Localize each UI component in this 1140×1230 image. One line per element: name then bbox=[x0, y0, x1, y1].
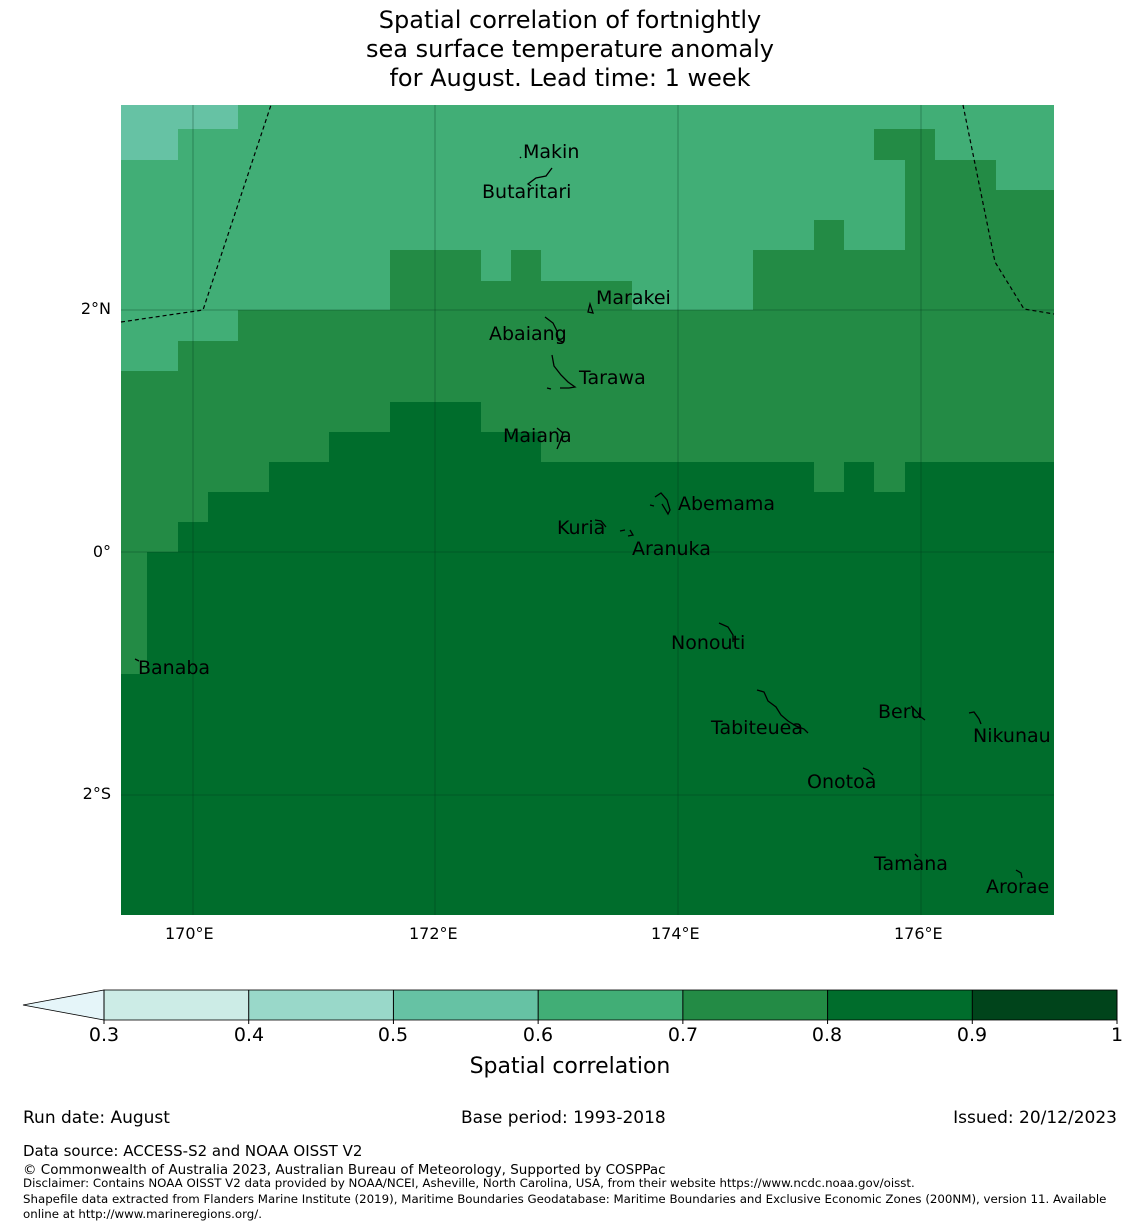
colorbar-extension-triangle bbox=[22, 989, 105, 1021]
eez-boundaries bbox=[120, 104, 1055, 323]
field-band-0.6-0.7 bbox=[121, 105, 1054, 371]
colorbar-tick-label: 0.9 bbox=[956, 1024, 988, 1046]
colorbar-bin bbox=[827, 990, 973, 1020]
place-label-tarawa: Tarawa bbox=[579, 367, 646, 389]
colorbar-title: Spatial correlation bbox=[469, 1054, 671, 1079]
place-label-arorae: Arorae bbox=[986, 876, 1050, 898]
lat-tick-2n: 2°N bbox=[80, 299, 111, 318]
colorbar-tick-label: 1 bbox=[1110, 1024, 1124, 1046]
data-source: Data source: ACCESS-S2 and NOAA OISST V2 bbox=[23, 1142, 363, 1160]
island-outlines bbox=[134, 156, 1023, 879]
lon-tick-174e: 174°E bbox=[651, 924, 700, 943]
map-title: Spatial correlation of fortnightly sea s… bbox=[270, 6, 870, 93]
field-band-0.5-0.6 bbox=[121, 105, 238, 160]
place-label-beru: Beru bbox=[878, 701, 923, 723]
lon-tick-172e: 172°E bbox=[409, 924, 458, 943]
run-date: Run date: August bbox=[23, 1108, 170, 1128]
place-label-nonouti: Nonouti bbox=[671, 632, 746, 654]
place-label-maiana: Maiana bbox=[503, 425, 572, 447]
colorbar-bin bbox=[538, 990, 684, 1020]
title-line-3: for August. Lead time: 1 week bbox=[389, 64, 751, 92]
colorbar-bin bbox=[248, 990, 394, 1020]
colorbar-bin bbox=[393, 990, 539, 1020]
colorbar-bins bbox=[104, 990, 1118, 1020]
place-label-abaiang: Abaiang bbox=[489, 323, 567, 345]
colorbar-tick-label: 0.4 bbox=[233, 1024, 265, 1046]
place-label-butaritari: Butaritari bbox=[482, 181, 572, 203]
colorbar-tick-marks bbox=[103, 990, 1118, 1024]
title-line-1: Spatial correlation of fortnightly bbox=[378, 6, 762, 34]
place-label-nikunau: Nikunau bbox=[973, 725, 1051, 747]
lat-tick-0: 0° bbox=[92, 542, 111, 561]
correlation-field bbox=[121, 105, 1054, 915]
issued-date: Issued: 20/12/2023 bbox=[953, 1108, 1117, 1128]
place-label-makin: Makin bbox=[523, 141, 580, 163]
place-label-onotoa: Onotoa bbox=[807, 771, 877, 793]
colorbar-tick-label: 0.7 bbox=[667, 1024, 699, 1046]
place-label-marakei: Marakei bbox=[596, 287, 671, 309]
lon-tick-170e: 170°E bbox=[165, 924, 214, 943]
base-period: Base period: 1993-2018 bbox=[461, 1108, 666, 1128]
disclaimer: Disclaimer: Contains NOAA OISST V2 data … bbox=[23, 1176, 915, 1190]
colorbar-tick-label: 0.8 bbox=[811, 1024, 843, 1046]
place-label-banaba: Banaba bbox=[138, 657, 211, 679]
place-label-kuria: Kuria bbox=[557, 517, 606, 539]
place-label-abemama: Abemama bbox=[678, 493, 776, 515]
place-label-aranuka: Aranuka bbox=[632, 538, 711, 560]
colorbar-tick-label: 0.5 bbox=[377, 1024, 409, 1046]
colorbar-bin bbox=[104, 990, 250, 1020]
lat-tick-2s: 2°S bbox=[82, 784, 111, 803]
colorbar bbox=[22, 989, 1118, 1024]
colorbar-bin bbox=[972, 990, 1118, 1020]
copyright: © Commonwealth of Australia 2023, Austra… bbox=[23, 1162, 666, 1178]
place-label-tamana: Tamana bbox=[874, 853, 948, 875]
shapefile-credit-line-1: Shapefile data extracted from Flanders M… bbox=[23, 1192, 1107, 1206]
lon-tick-176e: 176°E bbox=[894, 924, 943, 943]
shapefile-credit-line-2: online at http://www.marineregions.org/. bbox=[23, 1207, 262, 1221]
gridlines bbox=[121, 105, 1054, 915]
colorbar-tick-label: 0.6 bbox=[522, 1024, 554, 1046]
place-label-tabiteuea: Tabiteuea bbox=[711, 717, 803, 739]
colorbar-bin bbox=[682, 990, 829, 1020]
title-line-2: sea surface temperature anomaly bbox=[366, 35, 774, 63]
colorbar-tick-label: 0.3 bbox=[88, 1024, 120, 1046]
